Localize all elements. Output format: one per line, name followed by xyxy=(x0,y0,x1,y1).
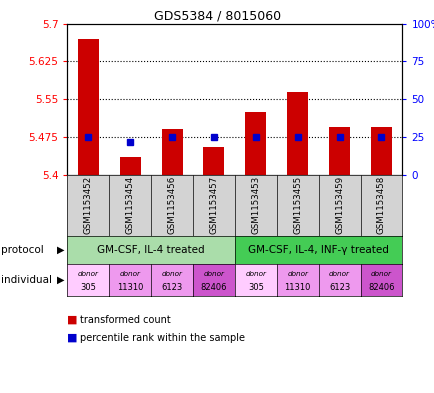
Text: ■: ■ xyxy=(67,315,78,325)
Text: GSM1153452: GSM1153452 xyxy=(84,176,92,235)
Text: 6123: 6123 xyxy=(328,283,349,292)
Text: 82406: 82406 xyxy=(367,283,394,292)
Bar xyxy=(370,127,391,175)
Text: 6123: 6123 xyxy=(161,283,182,292)
Text: GM-CSF, IL-4 treated: GM-CSF, IL-4 treated xyxy=(97,245,204,255)
Bar xyxy=(203,147,224,175)
Text: donor: donor xyxy=(78,271,99,277)
Text: 82406: 82406 xyxy=(200,283,227,292)
Text: individual: individual xyxy=(1,275,52,285)
Text: 305: 305 xyxy=(80,283,96,292)
Text: GDS5384 / 8015060: GDS5384 / 8015060 xyxy=(154,10,280,23)
Text: donor: donor xyxy=(370,271,391,277)
Text: ▶: ▶ xyxy=(57,245,64,255)
Text: percentile rank within the sample: percentile rank within the sample xyxy=(80,332,245,343)
Text: transformed count: transformed count xyxy=(80,315,171,325)
Text: donor: donor xyxy=(119,271,141,277)
Bar xyxy=(78,39,99,175)
Bar xyxy=(329,127,349,175)
Text: 11310: 11310 xyxy=(117,283,143,292)
Bar xyxy=(245,112,266,175)
Text: ■: ■ xyxy=(67,332,78,343)
Text: 305: 305 xyxy=(247,283,263,292)
Text: donor: donor xyxy=(203,271,224,277)
Text: donor: donor xyxy=(286,271,308,277)
Bar xyxy=(161,129,182,175)
Text: 11310: 11310 xyxy=(284,283,310,292)
Text: GSM1153453: GSM1153453 xyxy=(251,176,260,235)
Text: donor: donor xyxy=(328,271,349,277)
Text: GSM1153455: GSM1153455 xyxy=(293,176,302,235)
Text: GSM1153454: GSM1153454 xyxy=(125,176,135,235)
Text: GSM1153458: GSM1153458 xyxy=(376,176,385,235)
Text: GSM1153457: GSM1153457 xyxy=(209,176,218,235)
Text: protocol: protocol xyxy=(1,245,43,255)
Text: donor: donor xyxy=(161,271,182,277)
Text: GSM1153459: GSM1153459 xyxy=(334,176,343,234)
Text: ▶: ▶ xyxy=(57,275,64,285)
Bar xyxy=(286,92,307,175)
Bar xyxy=(119,157,140,175)
Text: GM-CSF, IL-4, INF-γ treated: GM-CSF, IL-4, INF-γ treated xyxy=(248,245,388,255)
Text: donor: donor xyxy=(245,271,266,277)
Text: GSM1153456: GSM1153456 xyxy=(167,176,176,235)
